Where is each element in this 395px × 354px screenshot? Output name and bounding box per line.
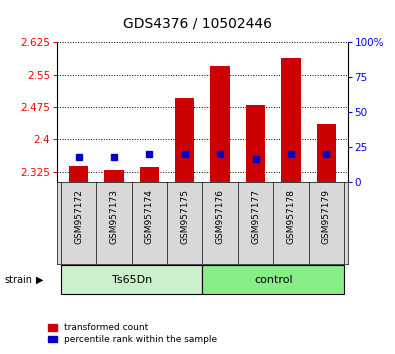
Bar bbox=[104, 170, 124, 182]
Text: strain: strain bbox=[4, 275, 32, 285]
Legend: transformed count, percentile rank within the sample: transformed count, percentile rank withi… bbox=[44, 320, 221, 348]
Bar bbox=[281, 58, 301, 182]
Text: GSM957175: GSM957175 bbox=[180, 189, 189, 244]
Text: GSM957174: GSM957174 bbox=[145, 189, 154, 244]
Bar bbox=[246, 105, 265, 182]
Bar bbox=[61, 266, 203, 294]
Bar bbox=[139, 167, 159, 182]
Text: GSM957176: GSM957176 bbox=[216, 189, 225, 244]
Text: control: control bbox=[254, 275, 293, 285]
Text: Ts65Dn: Ts65Dn bbox=[111, 275, 152, 285]
Text: GSM957177: GSM957177 bbox=[251, 189, 260, 244]
Text: GSM957172: GSM957172 bbox=[74, 189, 83, 244]
Text: GSM957179: GSM957179 bbox=[322, 189, 331, 244]
Bar bbox=[69, 166, 88, 182]
Bar bbox=[175, 98, 194, 182]
Bar bbox=[317, 124, 336, 182]
Text: ▶: ▶ bbox=[36, 275, 43, 285]
Text: GSM957173: GSM957173 bbox=[109, 189, 118, 244]
Text: GSM957178: GSM957178 bbox=[286, 189, 295, 244]
Bar bbox=[211, 66, 230, 182]
Text: GDS4376 / 10502446: GDS4376 / 10502446 bbox=[123, 16, 272, 30]
Bar bbox=[203, 266, 344, 294]
